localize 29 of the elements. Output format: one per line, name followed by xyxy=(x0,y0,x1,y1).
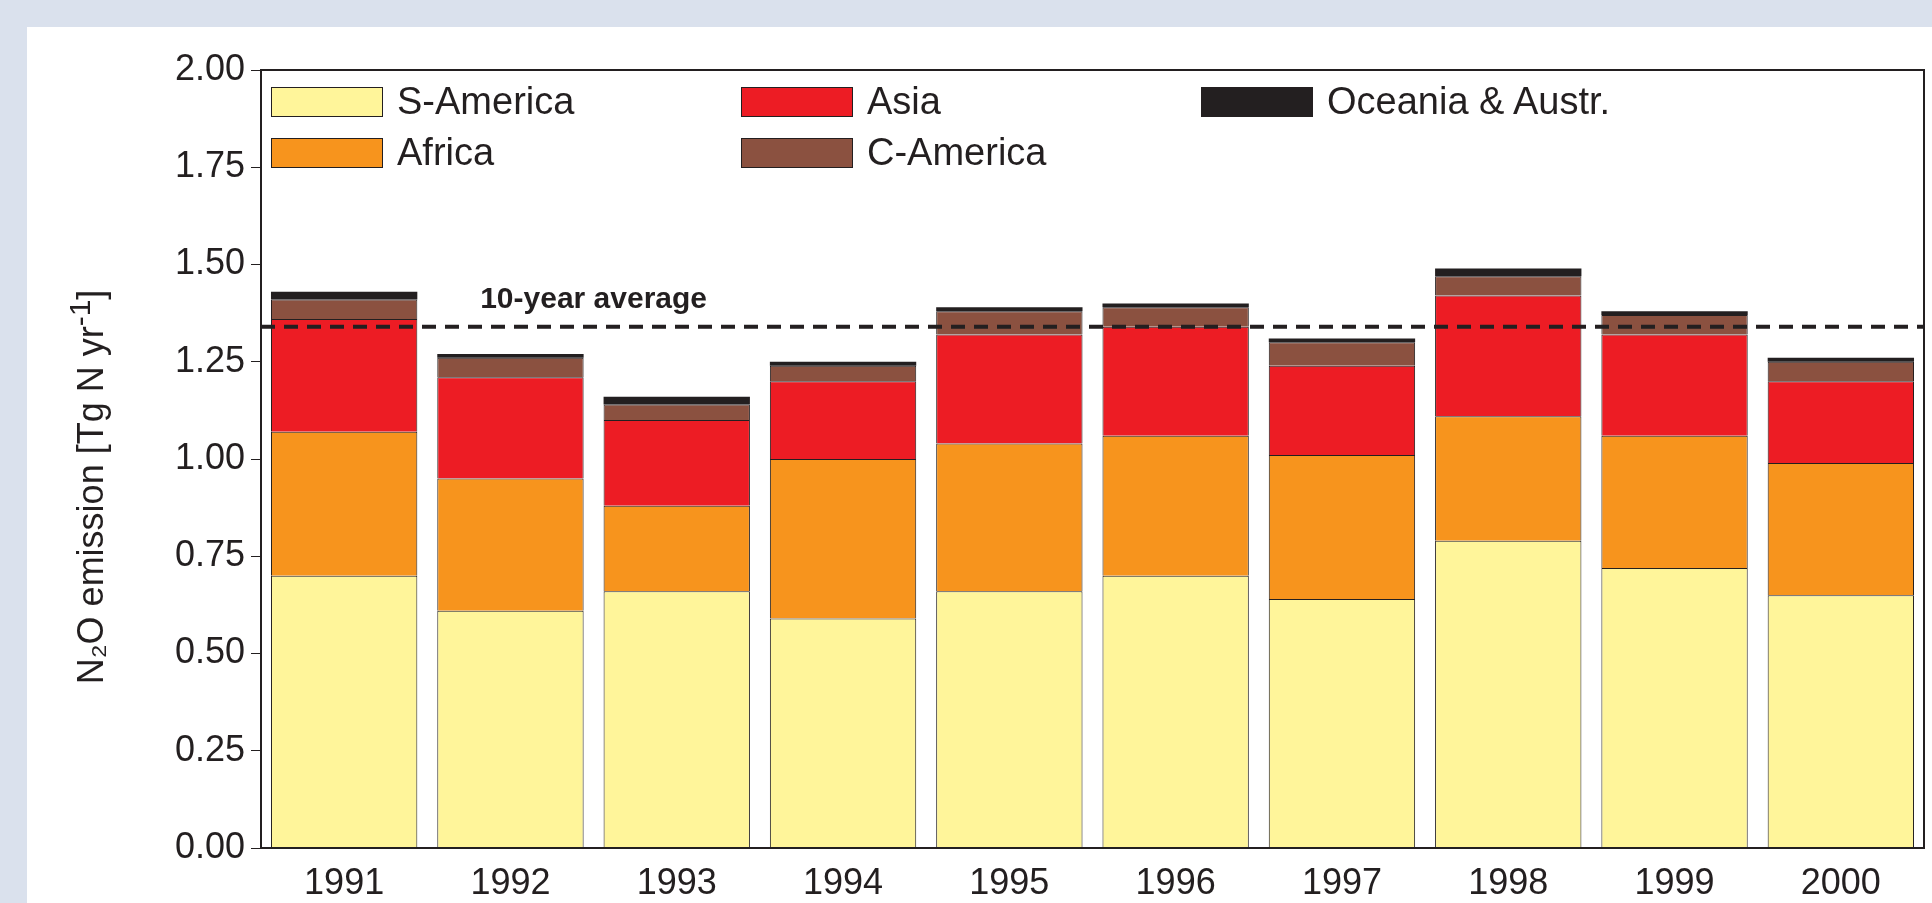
legend-label: Africa xyxy=(397,131,495,174)
legend-label: Oceania & Austr. xyxy=(1327,80,1611,123)
x-tick-label: 1992 xyxy=(470,860,551,902)
y-tick-label: 1.50 xyxy=(174,241,245,283)
legend-label: Asia xyxy=(867,80,941,123)
ref-line-label: 10-year average xyxy=(480,281,708,315)
x-tick-label: 1996 xyxy=(1135,860,1216,902)
x-tick-label: 1991 xyxy=(304,860,385,902)
y-tick-label: 1.25 xyxy=(174,338,245,380)
bar xyxy=(936,307,1083,312)
legend-label: S-America xyxy=(397,80,575,123)
y-tick-label: 1.00 xyxy=(174,435,245,477)
y-tick-label: 2.00 xyxy=(174,46,245,88)
x-tick-label: 1997 xyxy=(1301,860,1382,902)
bar xyxy=(437,353,584,358)
legend-label: C-America xyxy=(867,131,1047,174)
bar xyxy=(1102,303,1249,308)
y-tick-label: 0.50 xyxy=(174,630,245,672)
x-tick-label: 1993 xyxy=(636,860,717,902)
bar xyxy=(1601,311,1748,316)
x-tick-label: 2000 xyxy=(1800,860,1881,902)
y-tick-label: 0.00 xyxy=(174,824,245,866)
x-tick-label: 1995 xyxy=(969,860,1050,902)
x-tick-label: 1999 xyxy=(1634,860,1715,902)
y-tick-label: 0.25 xyxy=(174,727,245,769)
x-tick-label: 1994 xyxy=(803,860,884,902)
x-tick-label: 1998 xyxy=(1468,860,1549,902)
y-tick-label: 1.75 xyxy=(174,144,245,186)
y-tick-label: 0.75 xyxy=(174,533,245,575)
